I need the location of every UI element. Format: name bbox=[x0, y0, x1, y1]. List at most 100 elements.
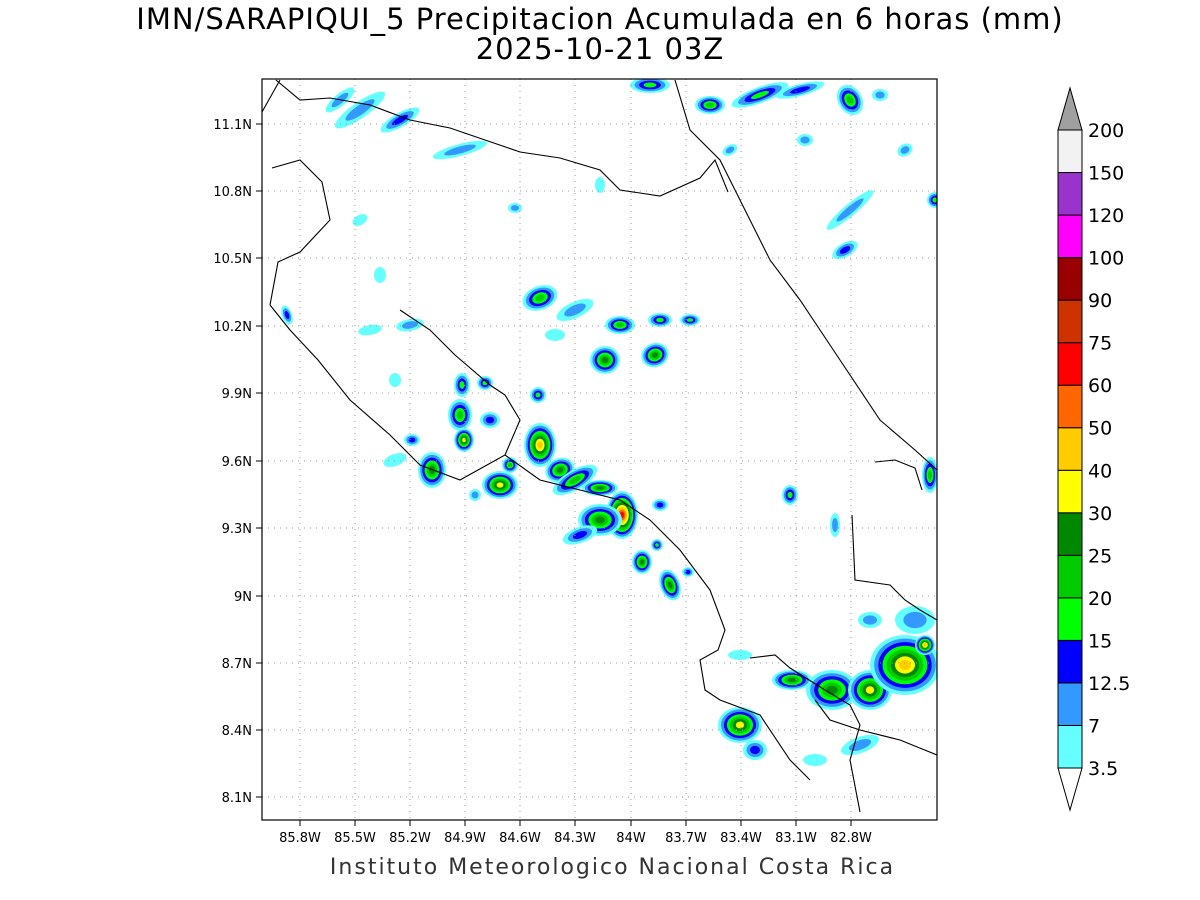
rain-cell bbox=[590, 346, 620, 374]
lon-tick-label: 83.7W bbox=[665, 831, 707, 846]
rain-cell bbox=[806, 670, 858, 710]
lon-tick-label: 83.1W bbox=[775, 831, 817, 846]
rain-cell bbox=[556, 298, 594, 322]
colorbar-legend: 3.5 7 12.5 15 20 25 30 40 50 60 75 90 100 120 150 200 bbox=[1057, 86, 1130, 812]
rain-cell bbox=[797, 134, 813, 146]
rain-cell bbox=[380, 107, 420, 133]
colorbar-max-cap bbox=[1057, 86, 1083, 131]
rain-cell bbox=[432, 140, 488, 160]
colorbar-swatch bbox=[1057, 639, 1083, 684]
rain-cell bbox=[782, 485, 798, 505]
axis-ticks: 85.8W 85.5W 85.2W 84.9W 84.6W 84.3W 84W 83.7W 83… bbox=[213, 118, 872, 846]
rain-cell bbox=[731, 82, 789, 108]
colorbar-level-label: 25 bbox=[1088, 545, 1112, 567]
lat-tick-label: 8.4N bbox=[222, 724, 252, 739]
rain-cell bbox=[830, 513, 840, 537]
rain-cell bbox=[872, 89, 888, 101]
colorbar-level-label: 20 bbox=[1088, 588, 1112, 610]
rain-cell bbox=[630, 79, 670, 93]
rain-cell bbox=[743, 740, 767, 760]
rain-cell bbox=[927, 192, 937, 208]
colorbar-swatch bbox=[1057, 597, 1083, 641]
map-timestamp: 2025-10-21 03Z bbox=[475, 32, 725, 66]
rain-cell bbox=[682, 567, 694, 577]
rain-cell bbox=[480, 412, 500, 428]
rain-cell bbox=[803, 754, 827, 766]
colorbar-level-label: 120 bbox=[1088, 205, 1124, 227]
lat-tick-label: 9.9N bbox=[222, 387, 252, 402]
colorbar-swatch bbox=[1057, 257, 1083, 301]
colorbar-swatch bbox=[1057, 342, 1083, 386]
colorbar-level-label: 7 bbox=[1088, 715, 1100, 737]
lon-tick-label: 85.8W bbox=[279, 831, 321, 846]
rain-cell bbox=[482, 471, 518, 499]
rain-cell bbox=[522, 285, 558, 311]
rain-cell bbox=[915, 635, 935, 655]
colorbar-level-label: 60 bbox=[1088, 375, 1112, 397]
colorbar-level-label: 200 bbox=[1088, 120, 1124, 142]
rain-cell bbox=[772, 670, 812, 690]
colorbar-level-label: 12.5 bbox=[1088, 673, 1130, 695]
rain-cell bbox=[358, 324, 382, 336]
rain-cell bbox=[841, 734, 879, 756]
credit-footer: Instituto Meteorologico Nacional Costa R… bbox=[329, 855, 896, 880]
colorbar-swatch bbox=[1057, 384, 1083, 429]
colorbar-swatch bbox=[1057, 724, 1083, 769]
rain-cell bbox=[383, 453, 407, 467]
lon-tick-label: 82.8W bbox=[830, 831, 872, 846]
colorbar-level-label: 15 bbox=[1088, 630, 1112, 652]
colorbar-level-label: 100 bbox=[1088, 248, 1124, 270]
rain-cell bbox=[448, 399, 472, 431]
rain-cell bbox=[775, 81, 825, 99]
colorbar-level-label: 75 bbox=[1088, 333, 1112, 355]
rain-cell bbox=[718, 707, 762, 743]
rain-cell bbox=[652, 499, 668, 511]
rain-cell bbox=[895, 606, 935, 634]
map-frame bbox=[261, 78, 938, 821]
colorbar-level-label: 40 bbox=[1088, 460, 1112, 482]
rain-cell bbox=[502, 457, 518, 473]
rain-cell bbox=[477, 376, 493, 390]
lat-tick-label: 10.5N bbox=[213, 252, 252, 267]
lon-tick-label: 84.9W bbox=[444, 831, 486, 846]
colorbar-level-label: 90 bbox=[1088, 290, 1112, 312]
lat-tick-label: 10.8N bbox=[213, 185, 252, 200]
colorbar-swatch bbox=[1057, 512, 1083, 556]
colorbar-level-label: 50 bbox=[1088, 418, 1112, 440]
lon-tick-label: 84.3W bbox=[554, 831, 596, 846]
colorbar-swatch bbox=[1057, 129, 1083, 174]
lat-tick-label: 8.1N bbox=[222, 791, 252, 806]
rain-cell bbox=[922, 457, 937, 493]
colorbar-level-label: 30 bbox=[1088, 503, 1112, 525]
rain-cell bbox=[648, 313, 672, 327]
rain-cell bbox=[858, 612, 882, 628]
rain-cell bbox=[454, 428, 474, 452]
rain-cell bbox=[595, 177, 605, 193]
rain-cell bbox=[530, 387, 546, 403]
rain-cell bbox=[404, 434, 420, 446]
rain-cell bbox=[722, 144, 738, 156]
colorbar-swatch bbox=[1057, 427, 1083, 471]
rain-cell bbox=[562, 525, 598, 545]
precipitation-layer bbox=[281, 79, 937, 766]
colorbar-swatch bbox=[1057, 214, 1083, 259]
lat-tick-label: 9.3N bbox=[222, 522, 252, 537]
colorbar-level-label: 3.5 bbox=[1088, 758, 1118, 780]
rain-cell bbox=[695, 96, 725, 114]
lon-tick-label: 84.6W bbox=[499, 831, 541, 846]
lat-tick-label: 9.6N bbox=[222, 455, 252, 470]
rain-cell bbox=[897, 143, 913, 157]
lon-tick-label: 83.4W bbox=[720, 831, 762, 846]
rain-cell bbox=[469, 489, 481, 501]
rain-cell bbox=[659, 569, 681, 601]
lat-tick-label: 9N bbox=[234, 590, 252, 605]
colorbar-level-label: 150 bbox=[1088, 163, 1124, 185]
lon-tick-label: 85.5W bbox=[334, 831, 376, 846]
rain-cell bbox=[508, 203, 522, 213]
rain-cell bbox=[281, 305, 293, 325]
map-area bbox=[262, 79, 937, 820]
rain-cell bbox=[826, 190, 874, 230]
lat-tick-label: 11.1N bbox=[213, 118, 252, 133]
coastlines bbox=[262, 79, 937, 813]
